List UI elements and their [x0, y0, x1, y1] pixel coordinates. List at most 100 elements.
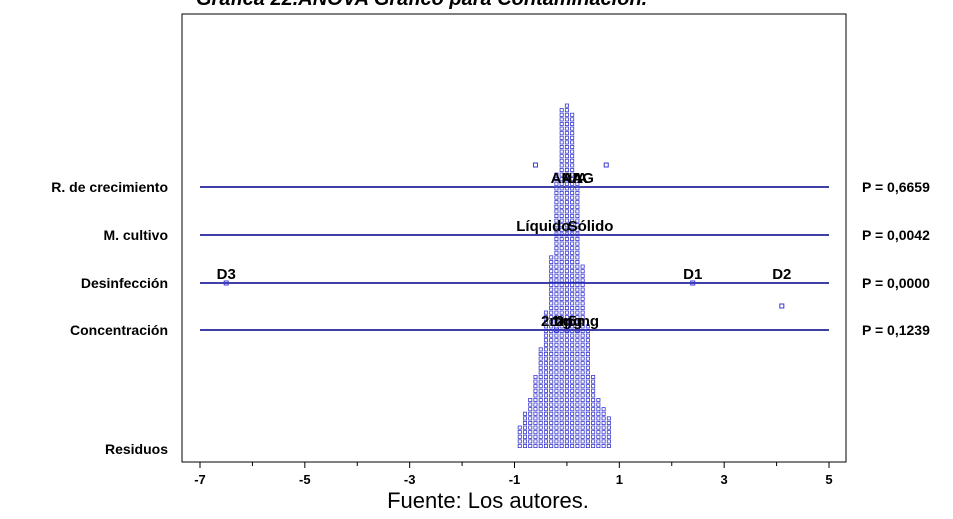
residual-point — [559, 287, 564, 292]
residual-point — [559, 149, 564, 154]
residual-point — [549, 347, 554, 352]
residual-point — [564, 213, 569, 218]
residual-point — [559, 140, 564, 145]
residual-point — [575, 411, 580, 416]
residual-point — [533, 439, 538, 444]
residual-point — [580, 407, 585, 412]
residual-point — [575, 361, 580, 366]
factor-point — [532, 162, 538, 168]
residual-point — [559, 379, 564, 384]
residual-point — [601, 430, 606, 435]
residual-point — [538, 420, 543, 425]
residual-point — [575, 301, 580, 306]
residual-point — [580, 379, 585, 384]
p-value: P = 0,1239 — [862, 322, 930, 338]
residual-point — [538, 434, 543, 439]
residual-point — [564, 374, 569, 379]
residual-point — [575, 200, 580, 205]
residual-point — [528, 425, 533, 430]
residual-point — [585, 361, 590, 366]
residual-point — [549, 319, 554, 324]
residual-point — [543, 370, 548, 375]
residual-point — [554, 264, 559, 269]
residual-point — [543, 361, 548, 366]
residual-point — [570, 393, 575, 398]
residual-point — [575, 236, 580, 241]
residual-point — [564, 255, 569, 260]
residual-point — [585, 420, 590, 425]
residual-point — [564, 301, 569, 306]
residual-point — [538, 416, 543, 421]
residual-point — [538, 365, 543, 370]
factor-label: Desinfección — [81, 275, 168, 291]
residual-point — [575, 223, 580, 228]
residual-point — [575, 292, 580, 297]
residual-point — [559, 117, 564, 122]
residual-point — [606, 443, 611, 448]
residual-point — [559, 351, 564, 356]
residual-point — [570, 324, 575, 329]
residual-point — [554, 190, 559, 195]
residual-point — [585, 411, 590, 416]
residual-point — [549, 407, 554, 412]
residual-point — [575, 351, 580, 356]
residual-point — [554, 347, 559, 352]
residual-point — [559, 319, 564, 324]
residual-point — [549, 301, 554, 306]
residual-point — [570, 163, 575, 168]
residual-point — [570, 112, 575, 117]
residual-point — [580, 384, 585, 389]
level-label: 2mg — [541, 313, 572, 330]
residual-point — [559, 356, 564, 361]
residual-point — [575, 278, 580, 283]
residual-point — [554, 287, 559, 292]
residual-point — [559, 122, 564, 127]
residual-point — [575, 241, 580, 246]
residual-point — [570, 167, 575, 172]
residual-point — [570, 411, 575, 416]
residual-point — [554, 209, 559, 214]
residual-point — [559, 425, 564, 430]
residual-point — [538, 393, 543, 398]
residual-point — [564, 135, 569, 140]
residual-point — [528, 402, 533, 407]
residual-point — [575, 425, 580, 430]
residual-point — [575, 416, 580, 421]
residual-point — [570, 282, 575, 287]
residual-point — [575, 338, 580, 343]
residual-point — [580, 296, 585, 301]
residual-point — [580, 430, 585, 435]
residual-point — [549, 351, 554, 356]
residual-point — [528, 430, 533, 435]
residual-point — [570, 259, 575, 264]
residual-point — [585, 347, 590, 352]
residual-point — [554, 310, 559, 315]
residual-point — [570, 278, 575, 283]
residual-point — [549, 296, 554, 301]
residual-point — [554, 282, 559, 287]
residual-point — [580, 370, 585, 375]
residual-point — [591, 434, 596, 439]
residual-point — [591, 416, 596, 421]
residual-point — [554, 384, 559, 389]
residual-point — [580, 315, 585, 320]
residual-point — [554, 370, 559, 375]
residual-point — [538, 425, 543, 430]
residual-point — [559, 342, 564, 347]
residual-point — [601, 420, 606, 425]
residual-point — [575, 379, 580, 384]
residual-point — [570, 439, 575, 444]
residual-point — [543, 402, 548, 407]
residual-point — [538, 351, 543, 356]
residual-point — [559, 282, 564, 287]
residual-point — [522, 411, 527, 416]
residual-point — [528, 411, 533, 416]
residual-point — [575, 402, 580, 407]
residual-point — [554, 213, 559, 218]
residual-point — [564, 342, 569, 347]
residual-point — [570, 443, 575, 448]
residual-point — [543, 407, 548, 412]
residual-point — [549, 402, 554, 407]
residual-point — [580, 333, 585, 338]
residual-point — [564, 163, 569, 168]
